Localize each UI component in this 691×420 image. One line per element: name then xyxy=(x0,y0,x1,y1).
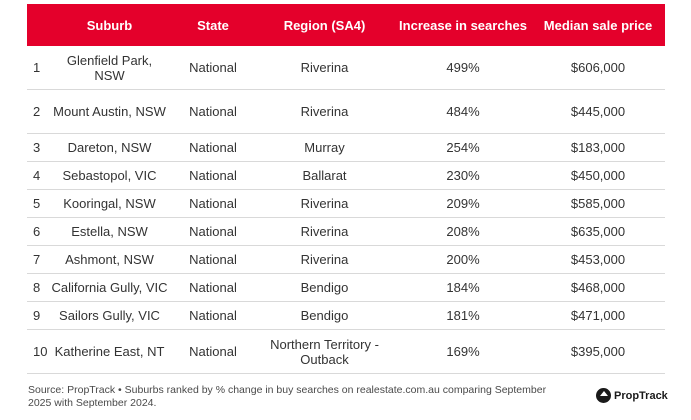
price-cell: $453,000 xyxy=(531,245,665,274)
increase-cell: 200% xyxy=(395,245,531,274)
price-cell: $183,000 xyxy=(531,133,665,162)
increase-cell: 230% xyxy=(395,161,531,190)
header-region: Region (SA4) xyxy=(254,4,395,46)
region-cell: Ballarat xyxy=(254,161,395,190)
header-price: Median sale price xyxy=(531,4,665,46)
table-row: 4 Sebastopol, VIC National Ballarat 230%… xyxy=(27,161,665,190)
suburb-cell: Sailors Gully, VIC xyxy=(47,301,172,330)
state-cell: National xyxy=(172,161,254,190)
region-cell: Riverina xyxy=(254,46,395,90)
increase-cell: 254% xyxy=(395,133,531,162)
region-cell: Riverina xyxy=(254,217,395,246)
increase-cell: 484% xyxy=(395,89,531,134)
table-row: 7 Ashmont, NSW National Riverina 200% $4… xyxy=(27,245,665,274)
region-cell: Bendigo xyxy=(254,273,395,302)
table-row: 2 Mount Austin, NSW National Riverina 48… xyxy=(27,89,665,134)
suburb-cell: Katherine East, NT xyxy=(47,329,172,374)
state-cell: National xyxy=(172,273,254,302)
suburb-cell: Glenfield Park, NSW xyxy=(47,46,172,90)
table-row: 5 Kooringal, NSW National Riverina 209% … xyxy=(27,189,665,218)
rank-cell: 2 xyxy=(27,89,47,134)
rank-cell: 3 xyxy=(27,133,47,162)
suburb-ranking-table: Suburb State Region (SA4) Increase in se… xyxy=(27,4,665,374)
rank-cell: 1 xyxy=(27,46,47,90)
increase-cell: 209% xyxy=(395,189,531,218)
rank-cell: 4 xyxy=(27,161,47,190)
price-cell: $471,000 xyxy=(531,301,665,330)
table-row: 1 Glenfield Park, NSW National Riverina … xyxy=(27,46,665,90)
suburb-cell: Estella, NSW xyxy=(47,217,172,246)
rank-cell: 7 xyxy=(27,245,47,274)
rank-cell: 10 xyxy=(27,329,47,374)
increase-cell: 184% xyxy=(395,273,531,302)
increase-cell: 499% xyxy=(395,46,531,90)
rank-cell: 6 xyxy=(27,217,47,246)
source-note: Source: PropTrack • Suburbs ranked by % … xyxy=(28,384,547,409)
rank-cell: 9 xyxy=(27,301,47,330)
proptrack-logo-icon xyxy=(596,388,611,403)
price-cell: $395,000 xyxy=(531,329,665,374)
increase-cell: 181% xyxy=(395,301,531,330)
state-cell: National xyxy=(172,301,254,330)
suburb-cell: California Gully, VIC xyxy=(47,273,172,302)
table-row: 9 Sailors Gully, VIC National Bendigo 18… xyxy=(27,301,665,330)
header-rank xyxy=(27,4,47,46)
proptrack-logo: PropTrack xyxy=(596,388,668,403)
suburb-cell: Ashmont, NSW xyxy=(47,245,172,274)
price-cell: $468,000 xyxy=(531,273,665,302)
state-cell: National xyxy=(172,329,254,374)
table-row: 3 Dareton, NSW National Murray 254% $183… xyxy=(27,133,665,162)
header-suburb: Suburb xyxy=(47,4,172,46)
suburb-cell: Kooringal, NSW xyxy=(47,189,172,218)
table-header-row: Suburb State Region (SA4) Increase in se… xyxy=(27,4,665,46)
region-cell: Riverina xyxy=(254,189,395,218)
region-cell: Bendigo xyxy=(254,301,395,330)
price-cell: $450,000 xyxy=(531,161,665,190)
rank-cell: 5 xyxy=(27,189,47,218)
state-cell: National xyxy=(172,217,254,246)
state-cell: National xyxy=(172,89,254,134)
region-cell: Riverina xyxy=(254,89,395,134)
table-row: 8 California Gully, VIC National Bendigo… xyxy=(27,273,665,302)
rank-cell: 8 xyxy=(27,273,47,302)
header-increase: Increase in searches xyxy=(395,4,531,46)
header-state: State xyxy=(172,4,254,46)
price-cell: $445,000 xyxy=(531,89,665,134)
state-cell: National xyxy=(172,245,254,274)
suburb-cell: Dareton, NSW xyxy=(47,133,172,162)
suburb-cell: Mount Austin, NSW xyxy=(47,89,172,134)
suburb-cell: Sebastopol, VIC xyxy=(47,161,172,190)
table-row: 6 Estella, NSW National Riverina 208% $6… xyxy=(27,217,665,246)
table-row: 10 Katherine East, NT National Northern … xyxy=(27,329,665,374)
state-cell: National xyxy=(172,189,254,218)
results-table-container: Suburb State Region (SA4) Increase in se… xyxy=(27,4,665,374)
price-cell: $635,000 xyxy=(531,217,665,246)
increase-cell: 208% xyxy=(395,217,531,246)
proptrack-logo-text: PropTrack xyxy=(614,389,668,402)
state-cell: National xyxy=(172,133,254,162)
region-cell: Northern Territory - Outback xyxy=(254,329,395,374)
region-cell: Riverina xyxy=(254,245,395,274)
price-cell: $585,000 xyxy=(531,189,665,218)
region-cell: Murray xyxy=(254,133,395,162)
increase-cell: 169% xyxy=(395,329,531,374)
state-cell: National xyxy=(172,46,254,90)
price-cell: $606,000 xyxy=(531,46,665,90)
